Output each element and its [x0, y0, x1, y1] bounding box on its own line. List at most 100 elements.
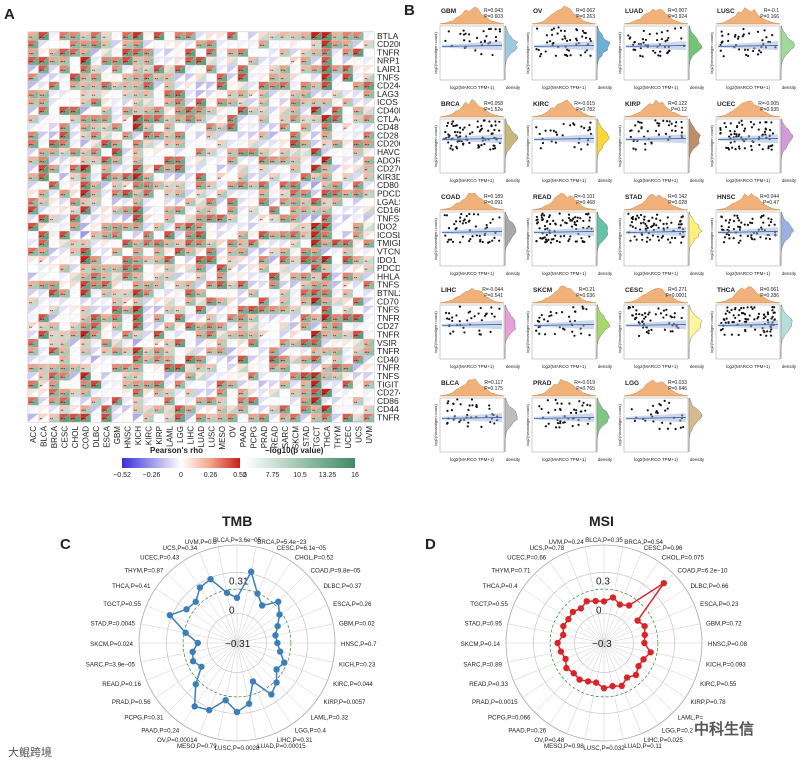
cancer-label: COAD — [82, 426, 91, 449]
significance-mark: *** — [344, 43, 349, 48]
significance-mark: *** — [228, 35, 233, 40]
significance-mark: *** — [197, 234, 202, 239]
scatter-point — [644, 38, 648, 42]
scatter-point — [560, 311, 564, 314]
significance-mark: ** — [60, 350, 64, 355]
significance-mark: ** — [270, 68, 274, 73]
scatter-point — [575, 240, 578, 243]
significance-mark: *** — [134, 51, 139, 56]
scatter-point — [727, 39, 730, 42]
significance-mark: *** — [176, 251, 181, 256]
scatter-point — [738, 121, 741, 124]
significance-mark: *** — [134, 383, 139, 388]
significance-mark: ** — [81, 392, 85, 397]
significance-mark: *** — [270, 209, 275, 214]
significance-mark: ** — [207, 367, 211, 372]
rho-legend-title: Pearson's rho — [150, 446, 203, 455]
significance-mark: ** — [39, 325, 43, 330]
scatter-point — [767, 217, 770, 220]
scatter-point — [674, 129, 677, 133]
scatter-point — [736, 37, 740, 40]
significance-mark: *** — [81, 60, 86, 65]
cancer-name: LUAD — [625, 8, 643, 15]
significance-mark: *** — [29, 209, 34, 214]
scatter-point — [749, 120, 753, 124]
scatter-point — [449, 238, 453, 241]
significance-mark: *** — [344, 275, 349, 280]
significance-mark: *** — [333, 68, 338, 73]
scatter-point — [762, 221, 765, 224]
scatter-point — [569, 54, 572, 57]
significance-mark: ** — [302, 118, 306, 123]
y-axis-label: log2(Neoantigen count) — [433, 218, 438, 260]
significance-mark: ** — [134, 159, 138, 164]
significance-mark: *** — [291, 234, 296, 239]
scatter-point — [464, 221, 467, 224]
cancer-label: KICH — [134, 426, 143, 445]
scatter-point — [535, 47, 538, 51]
significance-mark: *** — [134, 226, 139, 231]
scatter-point — [489, 148, 492, 151]
scatter-point — [673, 312, 676, 315]
significance-mark: ** — [281, 51, 285, 56]
significance-mark: *** — [365, 284, 370, 289]
significance-mark: ** — [165, 242, 169, 247]
x-axis-label: log2(MARCO TPM+1) — [450, 85, 495, 90]
scatter-point — [544, 228, 547, 231]
significance-mark: *** — [249, 417, 254, 422]
scatter-point — [727, 226, 730, 229]
cancer-label: LIHC — [187, 426, 196, 444]
scatter-point — [548, 314, 551, 318]
significance-mark: ** — [50, 51, 54, 56]
scatter-point — [747, 54, 750, 58]
scatter-point — [558, 212, 561, 215]
significance-mark: ** — [354, 275, 358, 280]
scatter-point — [544, 50, 547, 53]
scatter-point — [567, 216, 571, 220]
y-axis-label: log2(Neoantigen count) — [617, 125, 622, 167]
significance-mark: ** — [176, 192, 180, 197]
significance-mark: ** — [165, 350, 169, 355]
significance-mark: *** — [197, 101, 202, 106]
significance-mark: ** — [333, 201, 337, 206]
significance-mark: *** — [155, 168, 160, 173]
significance-mark: *** — [134, 143, 139, 148]
scatter-point — [543, 214, 546, 217]
scatter-point — [650, 328, 653, 331]
heatmap-cells: ** *** *** *** ** *** ** *** *** *** *** *** *** ** **… — [27, 31, 375, 423]
immune-checkpoint-heatmap: ** *** *** *** ** *** ** *** *** *** *** *** *** ** **… — [27, 31, 400, 479]
significance-mark: *** — [302, 192, 307, 197]
scatter-point — [637, 216, 640, 219]
scatter-box — [623, 211, 689, 267]
scatter-point — [543, 236, 546, 239]
stat-p: P=0.036 — [576, 293, 595, 299]
scatter-point — [643, 317, 646, 320]
cancer-label: OV — [228, 425, 237, 437]
significance-mark: *** — [249, 375, 254, 380]
stat-p: P=0.263 — [576, 14, 595, 20]
scatter-point — [535, 329, 538, 332]
significance-mark: *** — [113, 251, 118, 256]
scatter-point — [629, 36, 632, 39]
x-axis-label: log2(MARCO TPM+1) — [450, 364, 495, 369]
scatter-box — [531, 118, 597, 174]
significance-mark: *** — [239, 309, 244, 314]
scatter-point — [477, 146, 480, 149]
significance-mark: *** — [302, 392, 307, 397]
significance-mark: ** — [81, 350, 85, 355]
significance-mark: *** — [60, 68, 65, 73]
cancer-label: BRCA — [50, 425, 59, 448]
significance-mark: ** — [260, 151, 264, 156]
scatter-point — [498, 30, 501, 33]
significance-mark: *** — [291, 118, 296, 123]
significance-mark: ** — [260, 267, 264, 272]
significance-mark: ** — [323, 209, 327, 214]
scatter-point — [665, 313, 668, 317]
scatter-point — [498, 28, 501, 31]
scatter-point — [758, 49, 761, 52]
scatter-point — [635, 312, 638, 316]
